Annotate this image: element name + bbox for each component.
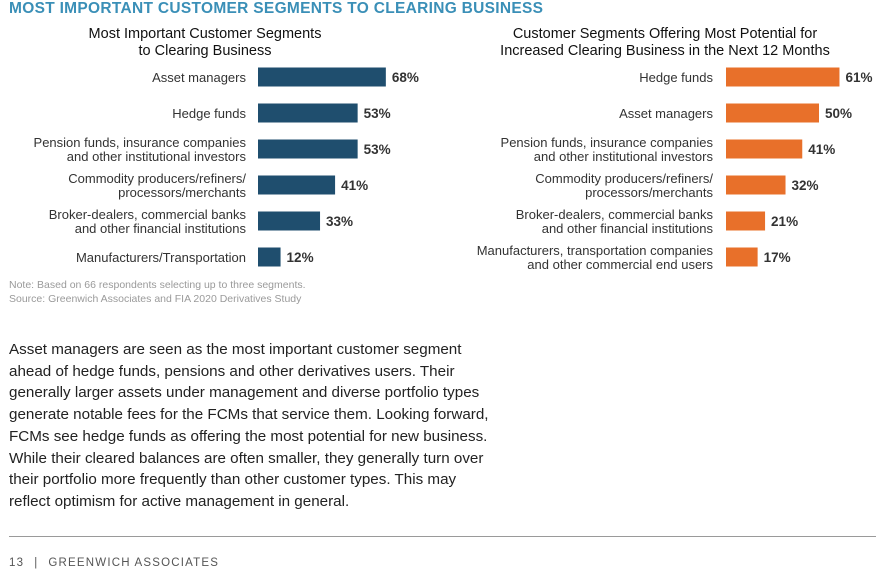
footer-divider: [9, 536, 876, 537]
data-label-important-2: 53%: [364, 142, 391, 157]
chart-note: Note: Based on 66 respondents selecting …: [9, 279, 306, 291]
body-line: FCMs see hedge funds as offering the mos…: [9, 427, 488, 445]
category-label-important-3: Commodity producers/refiners/: [68, 171, 246, 186]
category-label-important-1: Hedge funds: [172, 106, 246, 121]
data-label-potential-1: 50%: [825, 106, 852, 121]
body-line: their portfolio more frequently than oth…: [9, 471, 457, 489]
body-paragraph: Asset managers are seen as the most impo…: [9, 339, 589, 513]
body-line: reflect optimism for active management i…: [9, 492, 350, 510]
body-line: generally larger assets under management…: [9, 384, 480, 402]
bar-important-2: [258, 139, 358, 159]
data-label-important-5: 12%: [287, 250, 314, 265]
category-label-important-4: and other financial institutions: [75, 221, 247, 236]
footer-company: GREENWICH ASSOCIATES: [48, 557, 220, 569]
footer-separator: |: [34, 557, 39, 569]
category-label-important-2: and other institutional investors: [67, 149, 247, 164]
bar-important-1: [258, 103, 358, 123]
body-line: While their cleared balances are often s…: [9, 449, 484, 467]
category-label-important-2: Pension funds, insurance companies: [34, 135, 247, 150]
data-label-potential-0: 61%: [845, 70, 872, 85]
category-label-potential-5: and other commercial end users: [527, 257, 713, 272]
category-label-potential-0: Hedge funds: [639, 70, 713, 85]
body-line: Asset managers are seen as the most impo…: [9, 341, 462, 358]
data-label-potential-4: 21%: [771, 214, 798, 229]
bar-potential-1: [726, 103, 819, 123]
page-number: 13: [9, 557, 25, 569]
data-label-important-1: 53%: [364, 106, 391, 121]
category-label-potential-2: and other institutional investors: [534, 149, 714, 164]
bar-potential-5: [726, 247, 758, 267]
bar-potential-2: [726, 139, 803, 159]
body-line: ahead of hedge funds, pensions and other…: [9, 362, 455, 380]
bar-important-5: [258, 247, 281, 267]
category-label-potential-4: Broker-dealers, commercial banks: [516, 207, 714, 222]
category-label-potential-2: Pension funds, insurance companies: [501, 135, 714, 150]
data-label-important-3: 41%: [341, 178, 368, 193]
bar-potential-3: [726, 175, 786, 195]
chart-title-important-segments: Most Important Customer Segments to Clea…: [30, 26, 380, 60]
category-label-important-3: processors/merchants: [118, 185, 246, 200]
data-label-important-0: 68%: [392, 70, 419, 85]
page-title: MOST IMPORTANT CUSTOMER SEGMENTS TO CLEA…: [9, 0, 544, 17]
chart-title-line: Increased Clearing Business in the Next …: [500, 43, 830, 59]
data-label-potential-5: 17%: [764, 250, 791, 265]
data-label-potential-3: 32%: [792, 178, 819, 193]
chart-title-potential-segments: Customer Segments Offering Most Potentia…: [455, 26, 875, 60]
data-label-potential-2: 41%: [808, 142, 835, 157]
category-label-important-0: Asset managers: [152, 70, 246, 85]
bar-important-0: [258, 67, 386, 87]
bar-charts: 68% Asset managers 53% Hedge funds 53% Pensio…: [34, 67, 872, 272]
category-label-important-5: Manufacturers/Transportation: [76, 250, 246, 265]
chart-title-line: to Clearing Business: [138, 43, 272, 59]
category-label-potential-3: processors/merchants: [585, 185, 713, 200]
body-line: generate notable fees for the FCMs that …: [9, 406, 489, 424]
page-footer: 13 | GREENWICH ASSOCIATES: [9, 557, 219, 569]
chart-source: Source: Greenwich Associates and FIA 202…: [9, 293, 302, 305]
category-label-potential-5: Manufacturers, transportation companies: [477, 243, 714, 258]
chart-title-line: Most Important Customer Segments: [88, 26, 322, 42]
data-label-important-4: 33%: [326, 214, 353, 229]
category-label-potential-1: Asset managers: [619, 106, 713, 121]
category-label-potential-4: and other financial institutions: [542, 221, 714, 236]
chart-title-line: Customer Segments Offering Most Potentia…: [512, 26, 818, 42]
category-label-potential-3: Commodity producers/refiners/: [535, 171, 713, 186]
category-label-important-4: Broker-dealers, commercial banks: [49, 207, 247, 222]
bar-important-3: [258, 175, 336, 195]
bar-important-4: [258, 211, 321, 231]
bar-potential-4: [726, 211, 766, 231]
bar-potential-0: [726, 67, 840, 87]
